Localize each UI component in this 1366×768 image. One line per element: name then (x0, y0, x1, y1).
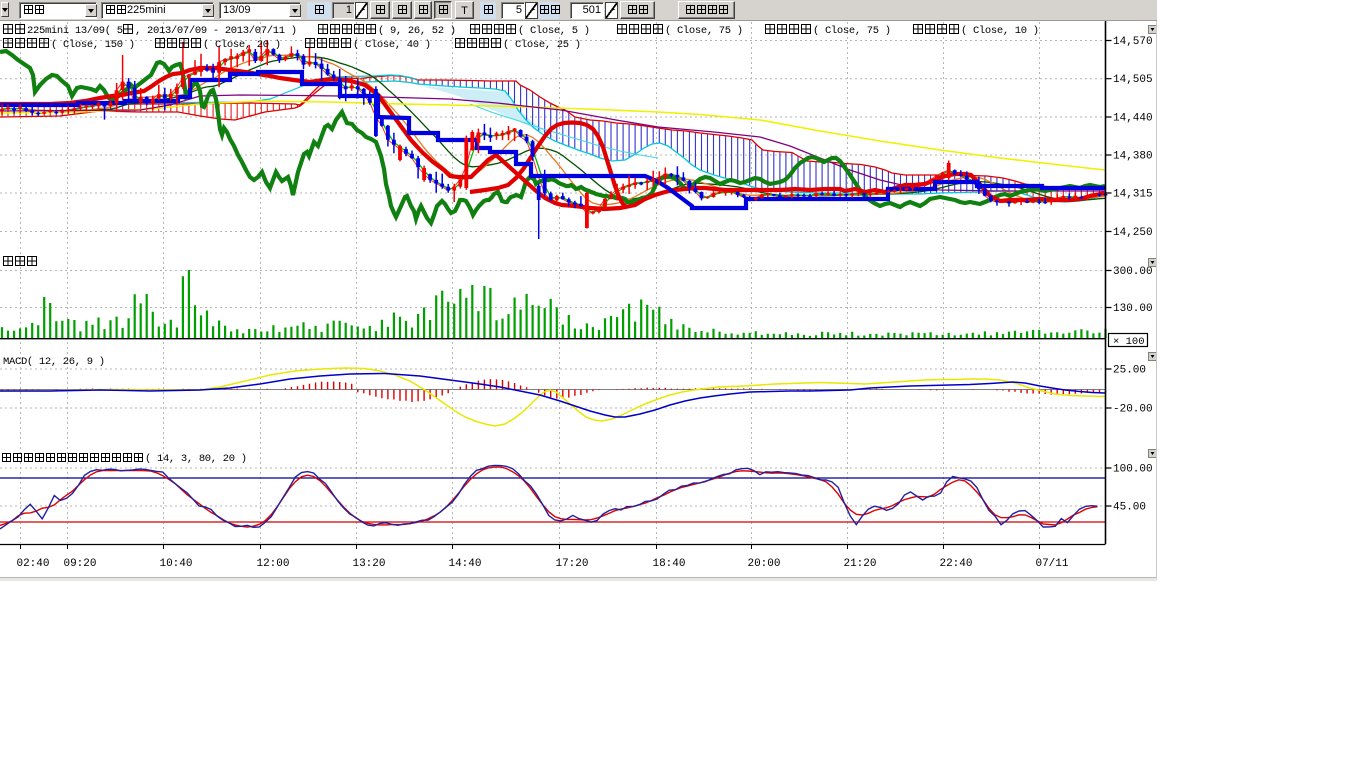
svg-text:, 2013/07/09 - 2013/07/11 ): , 2013/07/09 - 2013/07/11 ) (135, 25, 297, 37)
svg-text:13:20: 13:20 (352, 558, 385, 570)
svg-text:14:40: 14:40 (448, 558, 481, 570)
svg-text:300.00: 300.00 (1113, 266, 1153, 278)
svg-text:100.00: 100.00 (1113, 464, 1153, 476)
svg-text:225mini 13/09( 5: 225mini 13/09( 5 (27, 25, 123, 37)
svg-text:14,250: 14,250 (1113, 227, 1153, 239)
svg-text:09:20: 09:20 (63, 558, 96, 570)
svg-text:45.00: 45.00 (1113, 502, 1146, 514)
svg-text:07/11: 07/11 (1035, 558, 1068, 570)
svg-text:( Close, 75 ): ( Close, 75 ) (813, 25, 891, 37)
svg-text:02:40: 02:40 (16, 558, 49, 570)
svg-text:14,380: 14,380 (1113, 151, 1153, 163)
svg-text:( Close, 150 ): ( Close, 150 ) (51, 39, 135, 51)
svg-text:21:20: 21:20 (843, 558, 876, 570)
svg-text:( Close, 20 ): ( Close, 20 ) (203, 39, 281, 51)
svg-text:( 14, 3, 80, 20 ): ( 14, 3, 80, 20 ) (145, 453, 247, 465)
svg-text:10:40: 10:40 (159, 558, 192, 570)
svg-text:( Close, 40 ): ( Close, 40 ) (353, 39, 431, 51)
svg-text:22:40: 22:40 (939, 558, 972, 570)
svg-text:17:20: 17:20 (555, 558, 588, 570)
svg-text:14,505: 14,505 (1113, 74, 1153, 86)
svg-text:( Close, 10 ): ( Close, 10 ) (961, 25, 1039, 37)
svg-text:× 100: × 100 (1113, 336, 1145, 348)
svg-text:14,570: 14,570 (1113, 36, 1153, 48)
svg-text:( Close, 75 ): ( Close, 75 ) (665, 25, 743, 37)
svg-text:25.00: 25.00 (1113, 365, 1146, 377)
svg-text:( 9, 26, 52 ): ( 9, 26, 52 ) (378, 25, 456, 37)
svg-text:14,315: 14,315 (1113, 189, 1153, 201)
svg-text:-20.00: -20.00 (1113, 404, 1153, 416)
svg-text:130.00: 130.00 (1113, 303, 1153, 315)
svg-text:( Close, 5 ): ( Close, 5 ) (518, 25, 590, 37)
svg-text:14,440: 14,440 (1113, 113, 1153, 125)
svg-text:12:00: 12:00 (256, 558, 289, 570)
svg-text:18:40: 18:40 (652, 558, 685, 570)
svg-text:MACD( 12, 26, 9 ): MACD( 12, 26, 9 ) (3, 356, 105, 368)
svg-text:20:00: 20:00 (747, 558, 780, 570)
svg-text:( Close, 25 ): ( Close, 25 ) (503, 39, 581, 51)
